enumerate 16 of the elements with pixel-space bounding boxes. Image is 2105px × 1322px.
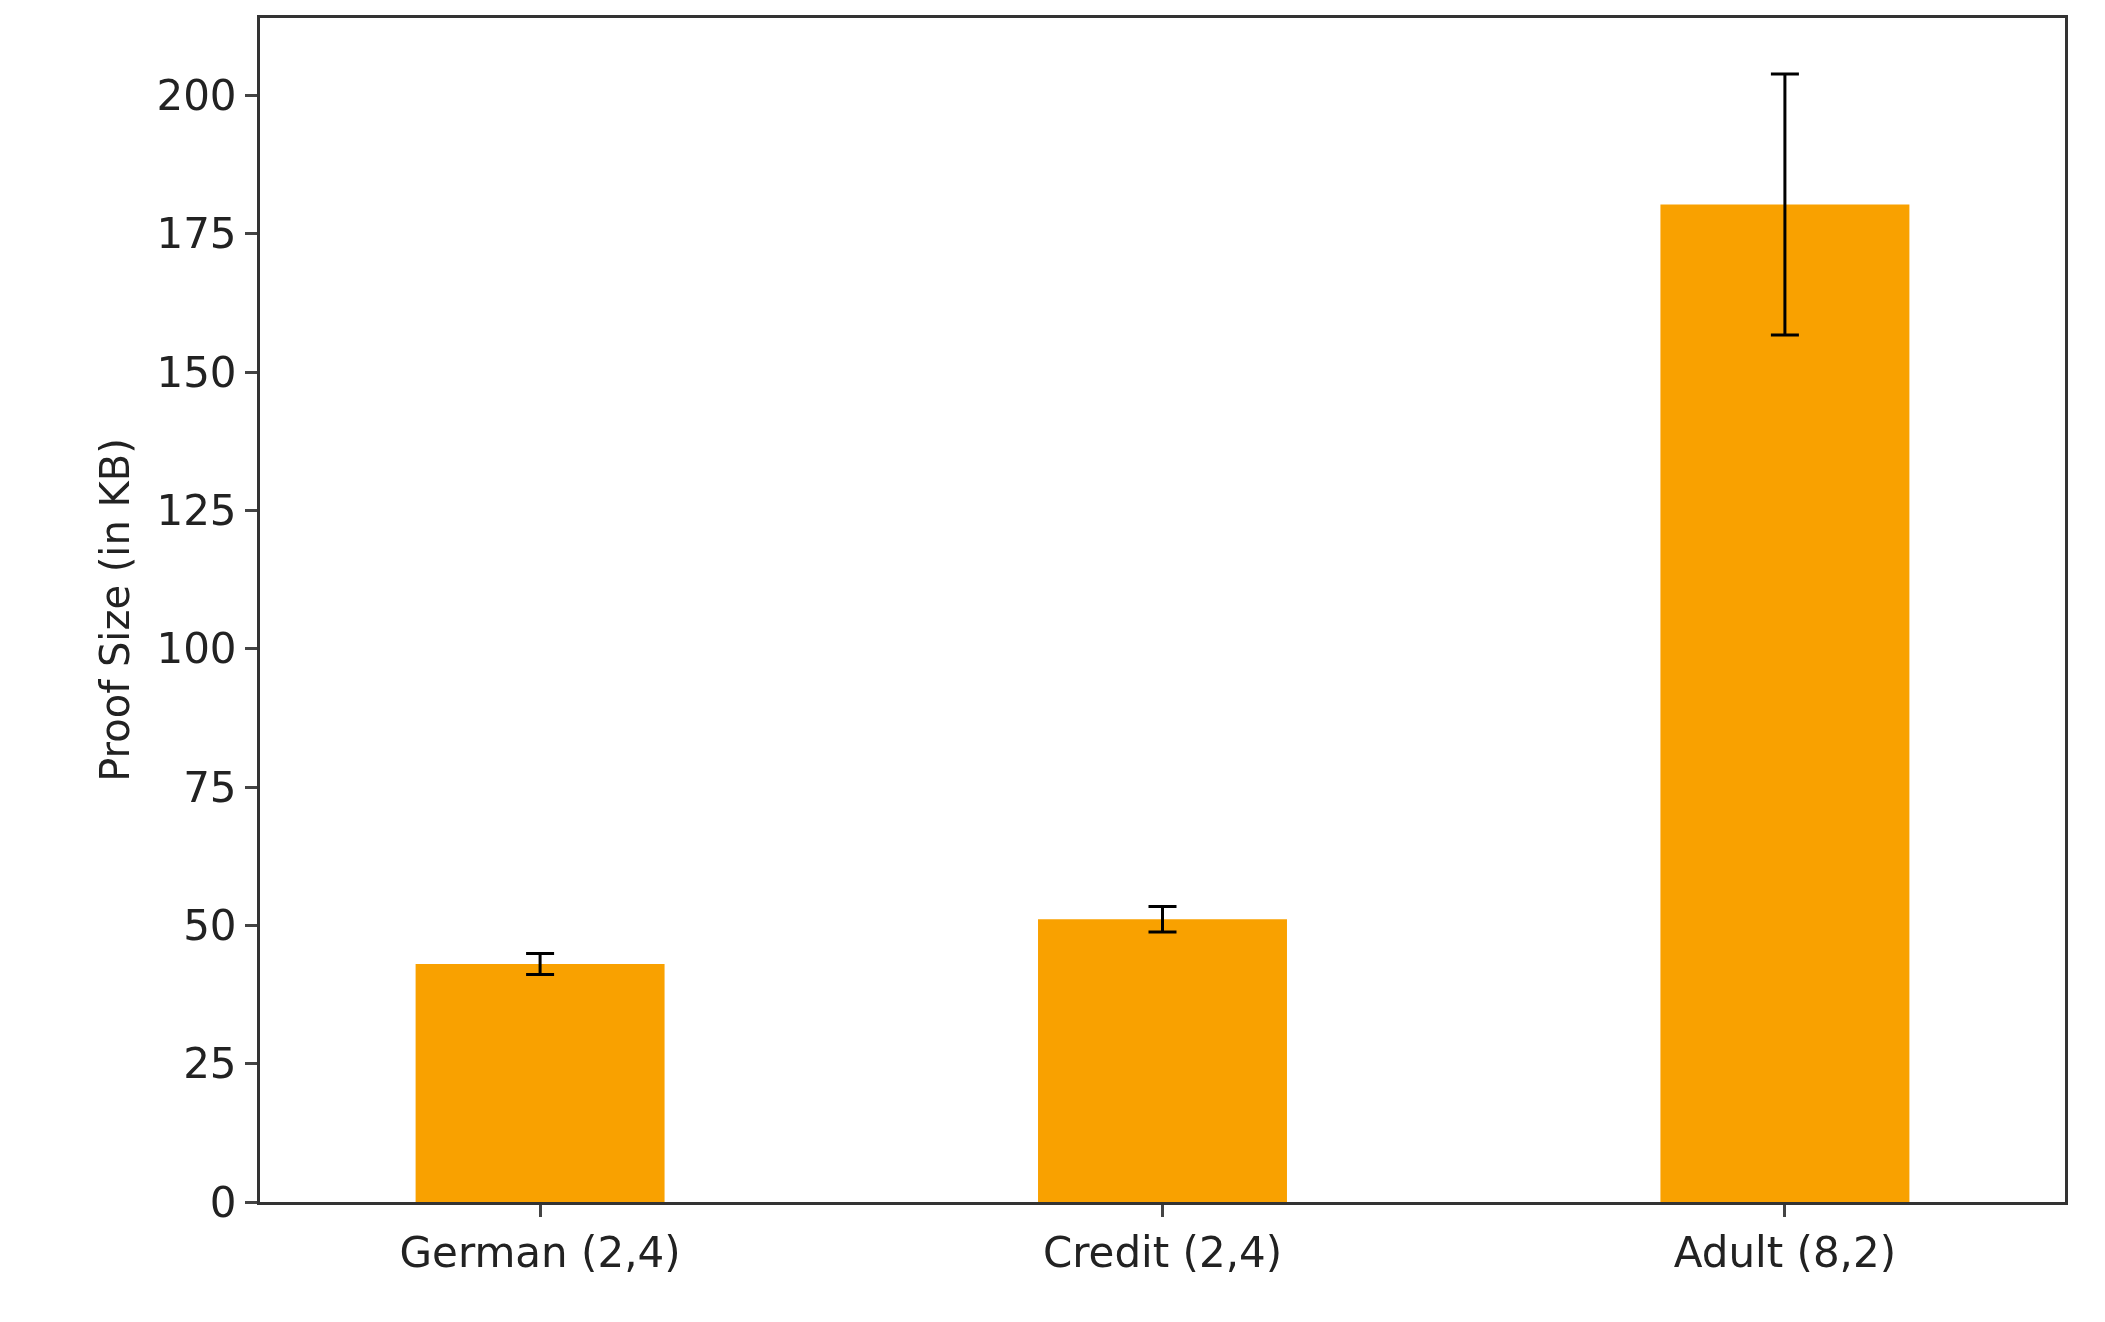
x-tick-label: German (2,4)	[399, 1228, 681, 1278]
y-tick-label: 75	[183, 762, 237, 812]
bar	[1660, 204, 1910, 1202]
x-tick-label: Adult (8,2)	[1673, 1228, 1897, 1278]
y-tick-label: 25	[183, 1039, 237, 1089]
y-tick-label: 100	[156, 624, 237, 674]
y-tick-label: 0	[209, 1177, 237, 1227]
y-tick-label: 125	[156, 486, 237, 536]
y-axis-title: Proof Size (in KB)	[91, 438, 138, 782]
bar	[1038, 919, 1287, 1202]
bar	[415, 964, 665, 1202]
y-tick-label: 200	[156, 71, 237, 121]
y-tick-label: 175	[156, 209, 237, 259]
y-tick-label: 50	[183, 901, 237, 951]
y-tick-label: 150	[156, 347, 237, 397]
x-tick-label: Credit (2,4)	[1042, 1228, 1283, 1278]
